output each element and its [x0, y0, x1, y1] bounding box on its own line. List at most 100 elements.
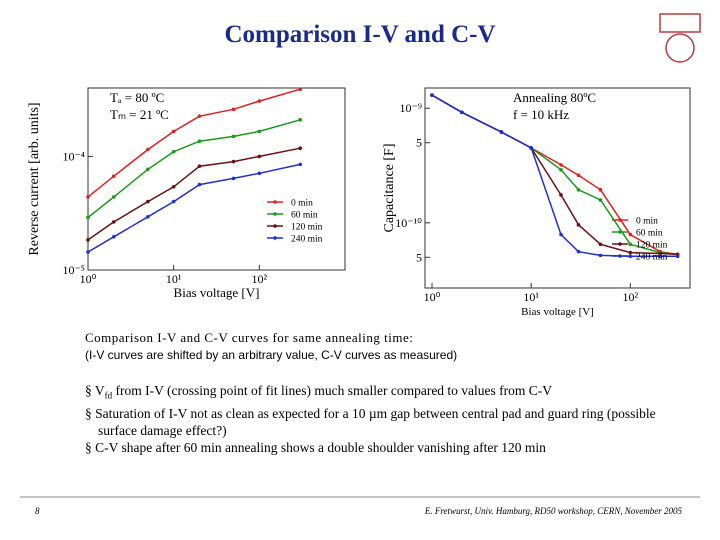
data-point: [559, 163, 563, 167]
data-point: [171, 199, 176, 204]
data-point: [231, 107, 236, 112]
data-point: [86, 250, 90, 254]
x-tick-label: 10⁰: [80, 272, 97, 286]
data-point: [576, 249, 581, 254]
data-point: [257, 99, 262, 103]
data-point: [598, 242, 603, 247]
data-point: [86, 195, 90, 199]
y-tick-label: 10⁻⁵: [62, 263, 85, 277]
data-point: [658, 254, 662, 259]
data-point: [146, 199, 150, 204]
data-point: [598, 198, 603, 202]
data-point: [598, 253, 603, 258]
legend-label: 60 min: [636, 229, 663, 239]
page-number: 8: [35, 506, 40, 516]
data-point: [559, 168, 563, 172]
data-point: [111, 195, 116, 199]
data-point: [628, 242, 633, 247]
bullet-text: Saturation of I-V not as clean as expect…: [95, 405, 656, 438]
data-point: [576, 173, 581, 178]
data-point: [86, 215, 90, 220]
bullet: § Vfd from I-V (crossing point of fit li…: [85, 383, 553, 401]
legend-label: 240 min: [291, 235, 323, 245]
footer: E. Fretwurst, Univ. Hamburg, RD50 worksh…: [424, 506, 683, 516]
data-point: [298, 162, 303, 167]
y-axis-label: Reverse current [arb. units]: [27, 102, 42, 255]
legend-label: 60 min: [291, 211, 318, 221]
data-point: [257, 171, 262, 176]
y-tick-label: 10⁻⁹: [399, 101, 422, 115]
data-point: [298, 87, 303, 92]
data-point: [111, 220, 116, 224]
data-point: [559, 193, 563, 197]
bullet-text: C-V shape after 60 min annealing shows a…: [95, 439, 546, 455]
data-point: [171, 184, 176, 189]
data-point: [298, 117, 303, 122]
data-point: [197, 114, 202, 118]
legend-marker: [618, 242, 622, 246]
annotation: f = 10 kHz: [513, 107, 569, 122]
annotation: Annealing 80ºC: [513, 90, 596, 105]
bullet: § Saturation of I-V not as clean as expe…: [85, 405, 656, 438]
data-point: [576, 223, 581, 227]
annotation: Tₐ = 80 ºC: [110, 90, 164, 105]
data-point: [231, 134, 236, 139]
logo: [659, 13, 701, 63]
series-line: [87, 163, 301, 253]
bullet-text: from I-V (crossing point of fit lines) m…: [112, 383, 553, 398]
data-point: [86, 238, 90, 242]
y-tick-label: 10⁻¹⁰: [395, 216, 422, 230]
data-point: [460, 110, 464, 115]
data-point: [146, 214, 150, 219]
subheading: (I-V curves are shifted by an arbitrary …: [85, 348, 458, 362]
data-point: [146, 167, 150, 172]
bullet-subscript: fd: [104, 390, 113, 401]
data-point: [559, 232, 563, 237]
data-point: [628, 254, 633, 259]
legend-label: 120 min: [636, 241, 668, 251]
plot-frame: [424, 87, 691, 289]
data-point: [675, 254, 680, 259]
legend-label: 0 min: [291, 199, 313, 209]
bullet-symbol: V: [94, 383, 105, 398]
legend-marker: [618, 230, 622, 234]
data-point: [111, 174, 116, 178]
series-line: [87, 147, 301, 241]
legend-label: 120 min: [291, 223, 323, 233]
x-tick-label: 10¹: [523, 290, 539, 304]
data-point: [257, 154, 262, 159]
bullet: § C-V shape after 60 min annealing shows…: [85, 439, 546, 455]
data-point: [628, 250, 633, 255]
data-point: [298, 146, 303, 151]
x-tick-label: 10¹: [166, 272, 182, 286]
data-point: [171, 129, 176, 134]
data-point: [430, 93, 434, 97]
series-line: [87, 119, 301, 219]
x-axis-label: Bias voltage [V]: [521, 306, 594, 318]
data-point: [197, 139, 202, 144]
x-axis-label: Bias voltage [V]: [174, 285, 260, 300]
y-tick-label: 10⁻⁴: [62, 149, 85, 163]
annotation: Tₘ = 21 ºC: [110, 107, 169, 122]
legend-marker: [273, 224, 277, 228]
bullet-list: § Vfd from I-V (crossing point of fit li…: [85, 382, 685, 456]
legend-marker: [273, 236, 277, 240]
data-point: [197, 182, 202, 187]
data-point: [111, 234, 116, 239]
series-line: [87, 88, 301, 198]
data-point: [628, 232, 633, 237]
data-point: [529, 146, 533, 150]
x-tick-label: 10²: [622, 290, 638, 304]
y-axis-label: Capacitance [F]: [382, 143, 397, 232]
legend-label: 0 min: [636, 217, 658, 227]
data-point: [146, 147, 150, 152]
slide-title: Comparison I-V and C-V: [224, 21, 495, 48]
data-point: [499, 130, 504, 134]
legend-marker: [618, 254, 622, 258]
legend-marker: [273, 212, 277, 216]
data-point: [257, 129, 262, 134]
x-tick-label: 10⁰: [424, 290, 441, 304]
data-point: [658, 251, 662, 256]
